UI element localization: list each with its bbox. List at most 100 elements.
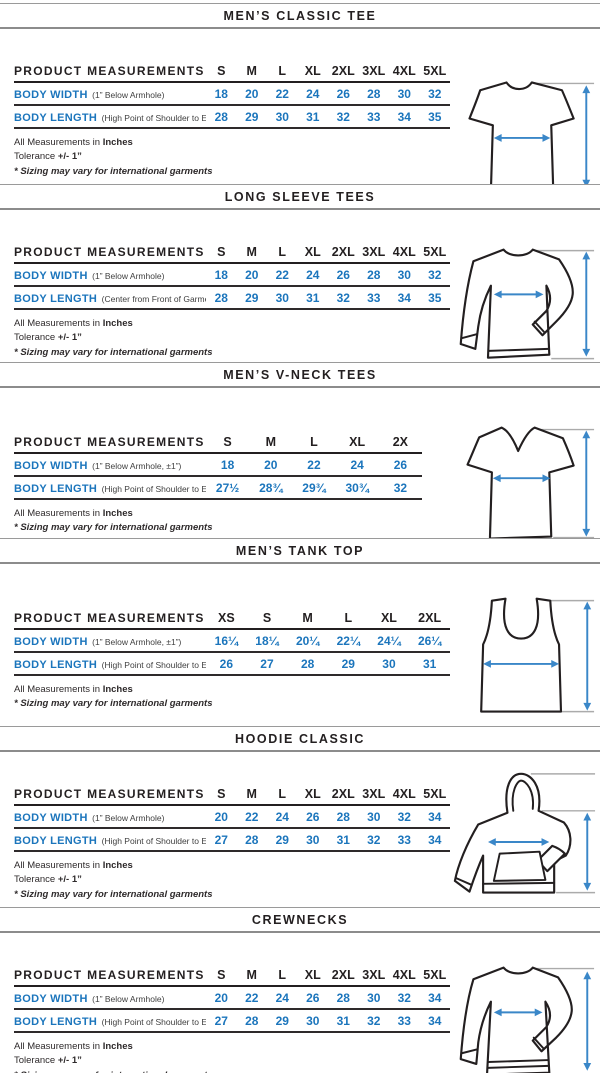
- section-header: MEN’S CLASSIC TEE: [0, 3, 600, 29]
- measurement-value: 22: [236, 986, 267, 1010]
- size-column-header: XL: [368, 608, 410, 630]
- measurement-value: 24: [297, 263, 328, 287]
- measurement-name: BODY WIDTH: [14, 269, 88, 282]
- measurement-value: 26: [297, 805, 328, 829]
- footnote-text: All Measurements in: [14, 508, 101, 519]
- size-column-header: L: [327, 608, 369, 630]
- section-body: PRODUCT MEASUREMENTS XS S M L XL 2XL BODY WID…: [0, 564, 600, 713]
- footnote-measurements: All Measurements in Inches: [14, 859, 450, 873]
- size-column-header: S: [206, 965, 237, 987]
- width-arrow: [493, 1008, 543, 1017]
- measurement-value: 30: [267, 105, 298, 129]
- measurement-value: 22: [267, 263, 298, 287]
- measurement-value: 24: [267, 805, 298, 829]
- footnote-tolerance: Tolerance +/- 1”: [14, 1054, 450, 1068]
- size-column-header: XS: [206, 608, 247, 630]
- section-header: LONG SLEEVE TEES: [0, 184, 600, 210]
- footnote-tolerance-value: +/- 1”: [57, 874, 82, 886]
- measurement-value: 20: [249, 453, 293, 477]
- measurement-value: 28: [236, 1009, 267, 1033]
- length-arrow: [583, 812, 592, 891]
- measurement-name: BODY WIDTH: [14, 992, 88, 1005]
- measurement-value: 26¼: [409, 629, 450, 653]
- panel-tank-top: MEN’S TANK TOP PRODUCT MEASUREMENTS XS S M…: [0, 538, 600, 726]
- section-header: MEN’S TANK TOP: [0, 538, 600, 564]
- size-column-header: 5XL: [419, 784, 450, 806]
- cuff-line: [532, 1036, 545, 1050]
- measurement-table: PRODUCT MEASUREMENTS S M L XL 2XL 3XL 4XL 5XL B…: [14, 242, 450, 310]
- measurement-value: 27: [206, 1009, 237, 1033]
- table-header-label: PRODUCT MEASUREMENTS: [14, 432, 206, 454]
- footnote-text: All Measurements in: [14, 1041, 101, 1052]
- measurement-table-wrap: PRODUCT MEASUREMENTS XS S M L XL 2XL BODY WID…: [14, 608, 450, 712]
- size-column-header: L: [267, 965, 298, 987]
- measurement-name: BODY LENGTH: [14, 658, 98, 671]
- footnote-text: All Measurements in: [14, 137, 101, 148]
- measurement-label-cell: BODY WIDTH (1” Below Armhole): [14, 263, 206, 287]
- footnote-text: Tolerance: [14, 1055, 56, 1067]
- measurement-label-cell: BODY WIDTH (1” Below Armhole, ±1”): [14, 453, 206, 477]
- footnote-measurements: All Measurements in Inches: [14, 317, 450, 331]
- measurement-note: (Center from Front of Garment): [101, 293, 206, 304]
- measurement-table-wrap: PRODUCT MEASUREMENTS S M L XL 2XL 3XL 4XL 5XL B…: [14, 61, 450, 179]
- measurement-row: BODY LENGTH (High Point of Shoulder to E…: [14, 828, 450, 852]
- size-column-header: 5XL: [419, 965, 450, 987]
- measurement-value: 29: [327, 652, 369, 676]
- measurement-value: 18: [206, 82, 237, 106]
- measurement-value: 29: [236, 105, 267, 129]
- size-column-header: 5XL: [419, 61, 450, 83]
- measurement-value: 28: [358, 263, 389, 287]
- footnote-text: Tolerance: [14, 151, 56, 163]
- section-title: CREWNECKS: [251, 913, 349, 927]
- measurement-value: 34: [419, 828, 450, 852]
- size-column-header: M: [236, 784, 267, 806]
- measurement-value: 33: [389, 828, 420, 852]
- measurement-value: 18: [206, 263, 237, 287]
- table-header-label: PRODUCT MEASUREMENTS: [14, 965, 206, 987]
- measurement-table: PRODUCT MEASUREMENTS S M L XL 2X BODY WIDTH …: [14, 432, 422, 500]
- footnotes: All Measurements in Inches * Sizing may …: [14, 507, 422, 536]
- measurement-value: 32: [419, 263, 450, 287]
- measurement-row: BODY WIDTH (1” Below Armhole) 18 20 22 24 26…: [14, 263, 450, 287]
- footnote-sizing-note: * Sizing may vary for international garm…: [14, 698, 213, 710]
- measurement-label-cell: BODY WIDTH (1” Below Armhole): [14, 82, 206, 106]
- panel-vneck-tee: MEN’S V-NECK TEES PRODUCT MEASUREMENTS S…: [0, 362, 600, 538]
- measurement-row: BODY LENGTH (High Point of Shoulder to E…: [14, 476, 422, 500]
- measurement-value: 20: [236, 82, 267, 106]
- footnote-text: Tolerance: [14, 874, 56, 886]
- measurement-value: 22¼: [327, 629, 369, 653]
- size-column-header: L: [292, 432, 336, 454]
- classic-tee-illustration: [451, 63, 597, 184]
- measurement-value: 32: [389, 986, 420, 1010]
- footnote-tolerance: Tolerance +/- 1”: [14, 873, 450, 887]
- waistband-line: [487, 1059, 550, 1063]
- section-body: PRODUCT MEASUREMENTS S M L XL 2X BODY WIDTH …: [0, 388, 600, 538]
- measurement-table-wrap: PRODUCT MEASUREMENTS S M L XL 2XL 3XL 4XL 5XL B…: [14, 965, 450, 1073]
- measurement-value: 20¼: [287, 629, 328, 653]
- size-column-header: M: [236, 965, 267, 987]
- measurement-label-cell: BODY WIDTH (1” Below Armhole, ±1”): [14, 629, 206, 653]
- measurement-value: 20: [206, 805, 237, 829]
- size-column-header: 3XL: [358, 61, 389, 83]
- size-column-header: 2XL: [409, 608, 450, 630]
- size-column-header: XL: [297, 61, 328, 83]
- footnote-measurements: All Measurements in Inches: [14, 683, 450, 697]
- footnote-sizing-note: * Sizing may vary for international garm…: [14, 888, 213, 900]
- footnote-tolerance-value: +/- 1”: [57, 332, 82, 344]
- table-header-row: PRODUCT MEASUREMENTS S M L XL 2X: [14, 432, 422, 454]
- length-arrow: [582, 430, 591, 537]
- measurement-note: (High Point of Shoulder to Edge): [101, 835, 206, 846]
- measurement-value: 35: [419, 105, 450, 129]
- size-column-header: L: [267, 784, 298, 806]
- measurement-name: BODY LENGTH: [14, 292, 98, 305]
- footnote-tolerance-value: +/- 1”: [57, 151, 82, 163]
- width-arrow: [493, 290, 544, 299]
- measurement-value: 26: [206, 652, 247, 676]
- measurement-value: 31: [328, 828, 359, 852]
- width-arrow: [487, 838, 550, 846]
- footnote-sizing-note: * Sizing may vary for international garm…: [14, 1069, 450, 1073]
- measurement-value: 28: [328, 805, 359, 829]
- measurement-value: 30: [358, 986, 389, 1010]
- measurement-value: 18: [206, 453, 250, 477]
